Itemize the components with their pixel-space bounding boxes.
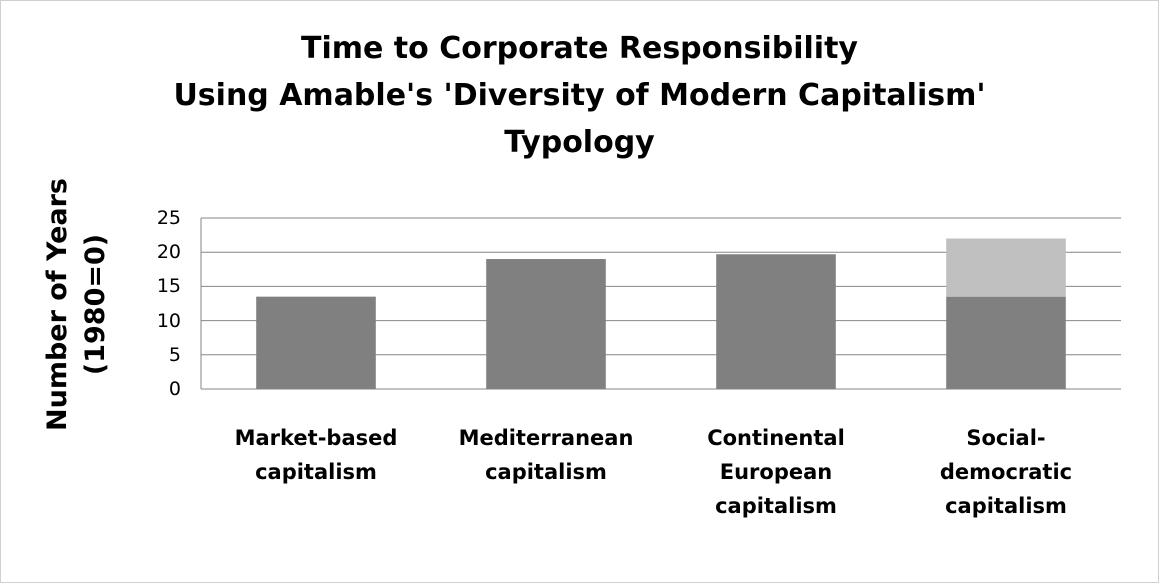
x-tick-label: Mediterranean capitalism	[458, 426, 634, 484]
y-tick-label: 20	[156, 241, 181, 264]
x-tick-label: Social-democratic capitalism	[939, 426, 1073, 518]
x-tick-label: Continental European capitalism	[707, 426, 845, 518]
bar	[946, 296, 1066, 389]
y-tick-label: 0	[168, 378, 181, 400]
chart-title: Typology	[504, 125, 655, 160]
bar	[946, 238, 1066, 297]
bar	[486, 259, 606, 389]
y-tick-label: 10	[156, 309, 181, 332]
chart-title: Time to Corporate Responsibility	[301, 31, 858, 66]
y-tick-label: 25	[156, 207, 181, 229]
y-axis-label: Number of Years	[41, 177, 73, 431]
y-tick-label: 5	[168, 343, 181, 366]
bar	[716, 254, 836, 389]
bar	[256, 296, 376, 389]
y-axis-label: (1980=0)	[79, 233, 111, 375]
x-tick-label: Market-based capitalism	[234, 426, 398, 484]
chart-title: Using Amable's 'Diversity of Modern Capi…	[173, 78, 986, 113]
y-tick-label: 15	[156, 275, 181, 298]
